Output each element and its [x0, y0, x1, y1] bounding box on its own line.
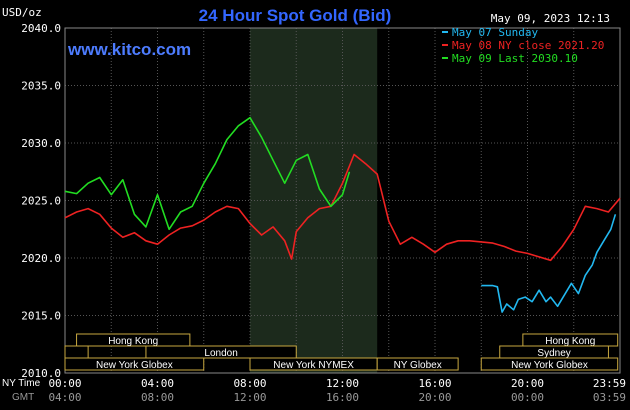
- x-tick-ny: 04:00: [141, 377, 174, 390]
- x-row-label-gmt: GMT: [12, 392, 34, 403]
- x-tick-ny: 08:00: [233, 377, 266, 390]
- market-session-bar: [480, 357, 619, 371]
- market-session-label: Sydney: [537, 348, 570, 359]
- shaded-session: [250, 28, 378, 373]
- date-label: May 09, 2023 12:13: [491, 12, 610, 25]
- x-row-label-ny: NY Time: [2, 378, 41, 389]
- x-tick-gmt: 00:00: [511, 391, 544, 404]
- market-session-label: New York Globex: [96, 360, 173, 371]
- x-tick-gmt: 12:00: [233, 391, 266, 404]
- series-line-2: [64, 116, 351, 231]
- x-tick-gmt: 04:00: [48, 391, 81, 404]
- market-session-bar: [64, 345, 89, 359]
- x-tick-ny: 12:00: [326, 377, 359, 390]
- x-tick-ny: 20:00: [511, 377, 544, 390]
- market-session-label: New York NYMEX: [273, 360, 354, 371]
- legend-entry: May 08 NY close 2021.20: [452, 39, 604, 52]
- chart-title: 24 Hour Spot Gold (Bid): [199, 6, 392, 25]
- y-tick-label: 2010.0: [21, 367, 61, 380]
- y-tick-label: 2015.0: [21, 310, 61, 323]
- x-tick-gmt: 03:59: [593, 391, 626, 404]
- y-tick-label: 2040.0: [21, 22, 61, 35]
- market-session-label: NY Globex: [394, 360, 442, 371]
- market-session-label: London: [204, 348, 237, 359]
- y-tick-label: 2025.0: [21, 195, 61, 208]
- market-session-bar: [64, 357, 205, 371]
- unit-label: USD/oz: [2, 6, 42, 19]
- market-session-label: New York Globex: [511, 360, 588, 371]
- market-session-label: Hong Kong: [108, 336, 158, 347]
- legend-entry: May 09 Last 2030.10: [452, 52, 578, 65]
- x-tick-ny: 00:00: [48, 377, 81, 390]
- market-session-bar: [145, 345, 297, 359]
- plot-frame: [64, 27, 621, 374]
- x-tick-gmt: 16:00: [326, 391, 359, 404]
- market-session-label: Hong Kong: [545, 336, 595, 347]
- x-tick-ny: 23:59: [593, 377, 626, 390]
- x-tick-gmt: 08:00: [141, 391, 174, 404]
- series-line-1: [64, 153, 621, 262]
- market-session-bar: [376, 357, 459, 371]
- y-tick-label: 2035.0: [21, 80, 61, 93]
- market-session-bar: [76, 333, 191, 347]
- x-tick-gmt: 20:00: [418, 391, 451, 404]
- series-line-0: [481, 214, 617, 313]
- y-tick-label: 2030.0: [21, 137, 61, 150]
- x-tick-ny: 16:00: [418, 377, 451, 390]
- legend-entry: May 07 Sunday: [452, 26, 538, 39]
- watermark: www.kitco.com: [67, 40, 191, 59]
- y-tick-label: 2020.0: [21, 252, 61, 265]
